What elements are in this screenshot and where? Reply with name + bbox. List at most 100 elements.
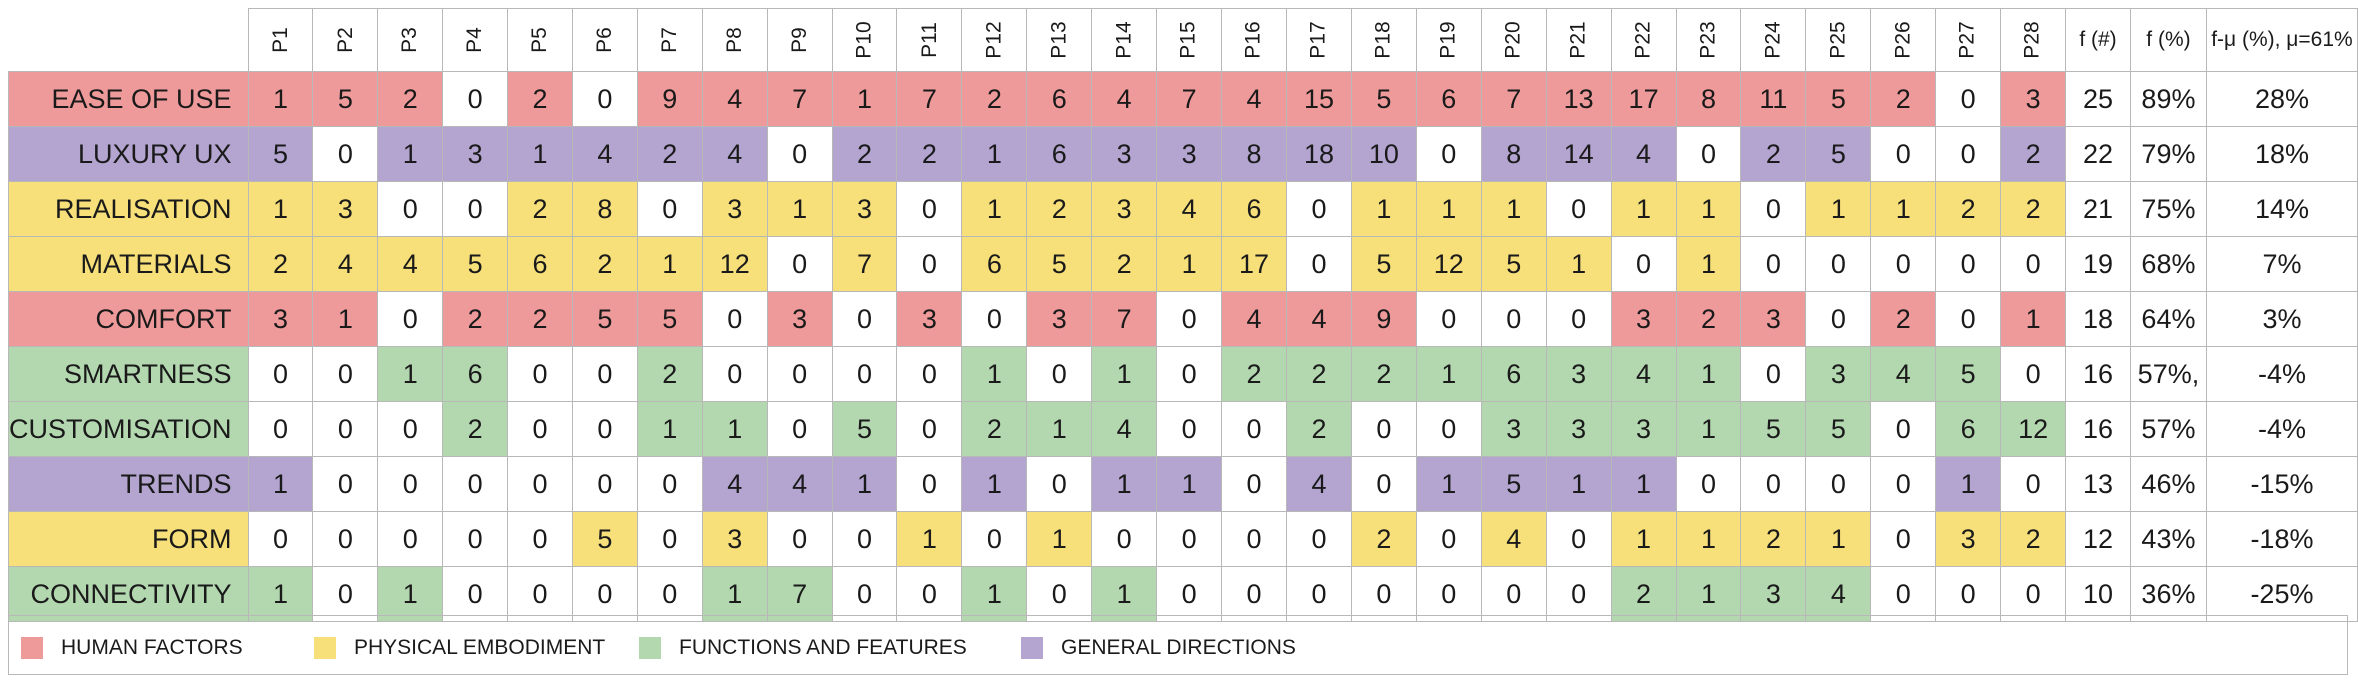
table-cell: 2 <box>377 71 444 127</box>
table-cell: 2 <box>1026 181 1093 237</box>
table-cell: 0 <box>1545 181 1612 237</box>
row-label: TRENDS <box>8 456 249 512</box>
f-percent-cell: 89% <box>2129 71 2207 127</box>
table-cell: 2 <box>442 291 509 347</box>
table-cell: 2 <box>1610 566 1677 622</box>
table-cell: 0 <box>896 181 963 237</box>
table-cell: 0 <box>896 456 963 512</box>
table-cell: 5 <box>1026 236 1093 292</box>
table-cell: 3 <box>1740 291 1807 347</box>
table-cell: 3 <box>1935 511 2002 567</box>
table-cell: 17 <box>1221 236 1287 292</box>
table-cell: 9 <box>1350 291 1417 347</box>
f-minus-mu-header: f-μ (%), μ=61% <box>2205 8 2358 72</box>
table-cell: 0 <box>1221 401 1287 457</box>
table-cell: 1 <box>1156 236 1223 292</box>
table-cell: 0 <box>1221 511 1287 567</box>
table-cell: 0 <box>377 456 444 512</box>
row-label: FORM <box>8 511 249 567</box>
table-cell: 0 <box>312 126 379 182</box>
column-header-p4: P4 <box>442 8 509 72</box>
column-header-p12: P12 <box>961 8 1028 72</box>
f-minus-mu-cell: 28% <box>2205 71 2358 127</box>
table-cell: 7 <box>766 566 833 622</box>
table-cell: 3 <box>1610 401 1677 457</box>
legend-label: FUNCTIONS AND FEATURES <box>679 636 967 659</box>
column-header-p15: P15 <box>1156 8 1223 72</box>
table-cell: 0 <box>507 346 573 402</box>
f-percent-header: f (%) <box>2129 8 2207 72</box>
table-cell: 0 <box>1286 181 1352 237</box>
table-cell: 0 <box>1805 236 1872 292</box>
table-cell: 0 <box>442 71 509 127</box>
table-cell: 0 <box>1026 346 1093 402</box>
table-cell: 1 <box>377 566 444 622</box>
table-cell: 9 <box>636 71 703 127</box>
table-cell: 6 <box>1221 181 1287 237</box>
table-cell: 3 <box>701 181 768 237</box>
table-cell: 0 <box>636 566 703 622</box>
table-cell: 1 <box>1805 511 1872 567</box>
table-cell: 0 <box>1156 346 1223 402</box>
column-header-p27: P27 <box>1935 8 2002 72</box>
table-cell: 1 <box>636 236 703 292</box>
table-cell: 5 <box>1805 126 1872 182</box>
table-cell: 0 <box>1675 126 1742 182</box>
table-row: REALISATION 1 3 0 0 2 8 0 3 1 3 0 1 2 3 4 6 0 1 1 1 0 1 1 0 1 1 2 2 2… <box>8 181 2358 237</box>
table-cell: 1 <box>247 566 314 622</box>
table-cell: 0 <box>1350 456 1417 512</box>
table-cell: 1 <box>831 71 898 127</box>
table-cell: 0 <box>766 126 833 182</box>
table-cell: 1 <box>1610 456 1677 512</box>
table-cell: 7 <box>1156 71 1223 127</box>
table-cell: 2 <box>961 401 1028 457</box>
table-cell: 2 <box>2000 126 2067 182</box>
table-cell: 0 <box>1091 511 1158 567</box>
table-cell: 1 <box>247 71 314 127</box>
column-header-p8: P8 <box>701 8 768 72</box>
legend-item: FUNCTIONS AND FEATURES <box>639 636 967 660</box>
table-cell: 0 <box>2000 566 2067 622</box>
table-cell: 2 <box>442 401 509 457</box>
column-header-p14: P14 <box>1091 8 1158 72</box>
column-header-p9: P9 <box>766 8 833 72</box>
table-cell: 0 <box>1675 456 1742 512</box>
f-minus-mu-cell: -4% <box>2205 346 2358 402</box>
table-cell: 4 <box>1610 126 1677 182</box>
table-cell: 0 <box>1870 126 1937 182</box>
table-cell: 0 <box>507 456 573 512</box>
table-cell: 0 <box>896 346 963 402</box>
table-cell: 5 <box>312 71 379 127</box>
table-cell: 1 <box>701 566 768 622</box>
table-cell: 12 <box>2000 401 2067 457</box>
table-cell: 0 <box>1870 456 1937 512</box>
table-cell: 0 <box>507 566 573 622</box>
table-cell: 4 <box>701 126 768 182</box>
table-cell: 0 <box>1935 236 2002 292</box>
table-cell: 0 <box>377 401 444 457</box>
f-count-cell: 12 <box>2065 511 2131 567</box>
table-cell: 2 <box>247 236 314 292</box>
table-cell: 18 <box>1286 126 1352 182</box>
table-cell: 3 <box>1805 346 1872 402</box>
row-label: COMFORT <box>8 291 249 347</box>
table-cell: 2 <box>1935 181 2002 237</box>
row-label: CUSTOMISATION <box>8 401 249 457</box>
table-cell: 1 <box>1675 401 1742 457</box>
table-cell: 0 <box>1350 566 1417 622</box>
table-cell: 5 <box>1805 71 1872 127</box>
table-cell: 1 <box>961 346 1028 402</box>
table-row: LUXURY UX 5 0 1 3 1 4 2 4 0 2 2 1 6 3 3 8 18 10 0 8 14 4 0 2 5 0 0 2… <box>8 126 2358 182</box>
f-percent-cell: 68% <box>2129 236 2207 292</box>
table-cell: 0 <box>1935 126 2002 182</box>
table-cell: 1 <box>961 126 1028 182</box>
table-cell: 2 <box>1350 346 1417 402</box>
table-cell: 5 <box>247 126 314 182</box>
row-label: MATERIALS <box>8 236 249 292</box>
table-cell: 6 <box>1935 401 2002 457</box>
column-header-p20: P20 <box>1480 8 1547 72</box>
table-cell: 0 <box>1935 566 2002 622</box>
header-corner <box>8 8 249 72</box>
table-cell: 0 <box>896 401 963 457</box>
table-cell: 2 <box>1350 511 1417 567</box>
